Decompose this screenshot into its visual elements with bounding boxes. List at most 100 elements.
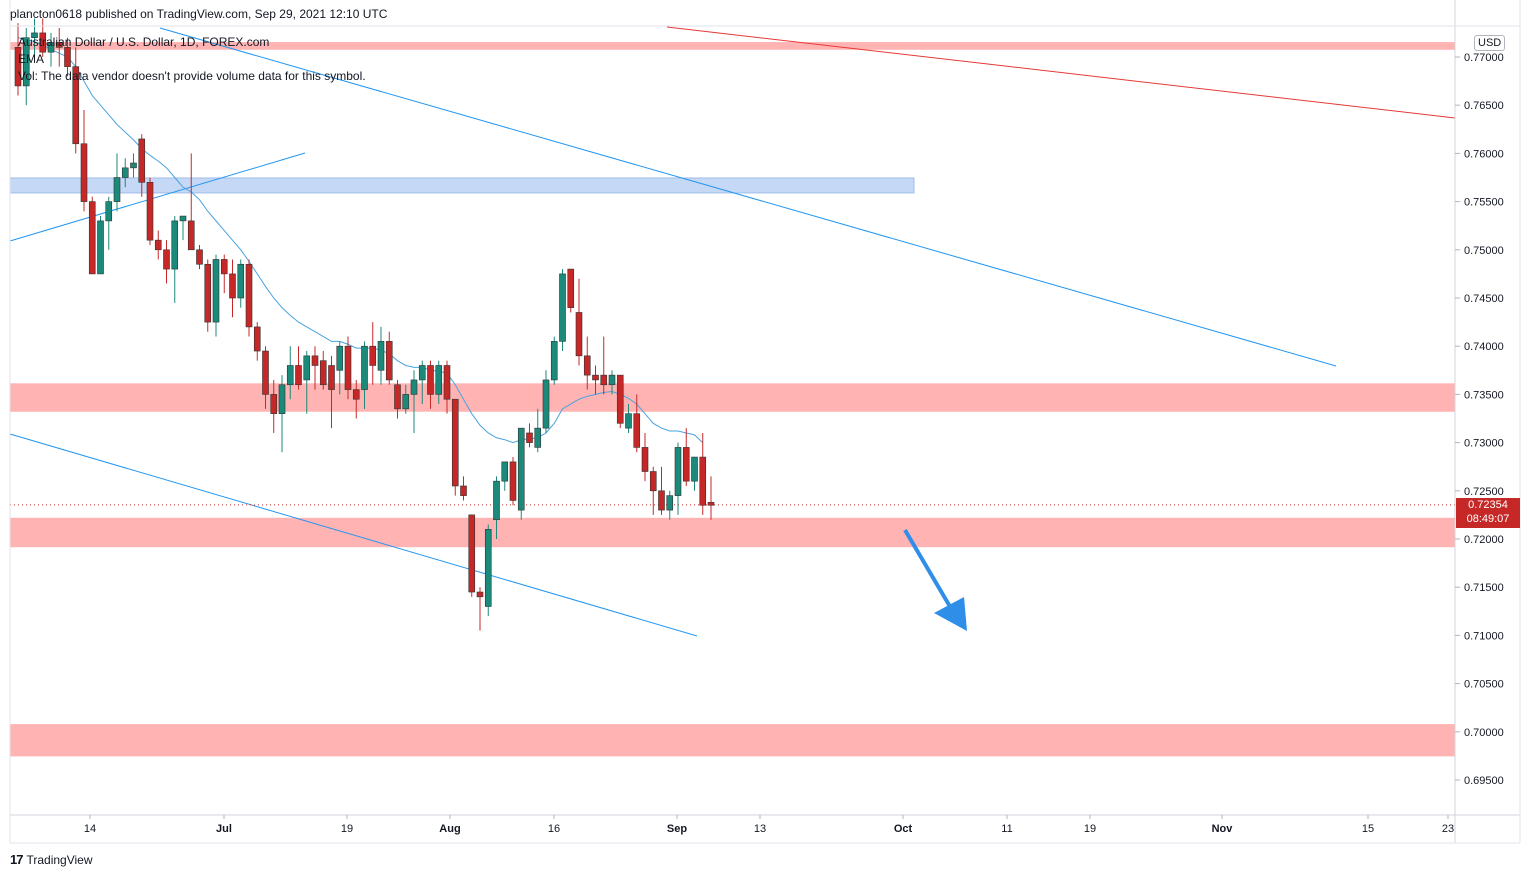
candle[interactable] [204,259,212,332]
red-zone-0[interactable] [10,42,1455,50]
candle[interactable] [163,240,170,284]
candle[interactable] [88,196,96,275]
candle[interactable] [699,432,707,515]
candle[interactable] [484,524,492,617]
candle[interactable] [361,341,368,409]
candle[interactable] [14,23,22,96]
candle[interactable] [39,18,47,57]
candle[interactable] [311,346,319,390]
candle[interactable] [154,230,162,260]
candle[interactable] [278,375,286,453]
candle[interactable] [410,370,418,433]
candle[interactable] [138,134,146,197]
candle[interactable] [253,322,261,361]
volume-legend[interactable]: Vol: The data vendor doesn't provide vol… [18,69,366,83]
ema-series-line[interactable] [17,37,704,444]
candle[interactable] [105,196,113,250]
candle[interactable] [113,153,121,212]
candle[interactable] [682,428,690,486]
candle[interactable] [583,336,591,390]
candle[interactable] [229,259,236,318]
candle[interactable] [187,153,195,251]
red-zone-2[interactable] [10,383,1455,412]
candle[interactable] [270,379,278,433]
lower-channel-trendline[interactable] [9,433,698,637]
candle[interactable] [303,351,311,414]
candle[interactable] [402,384,410,414]
candle[interactable] [707,476,715,520]
blue-zone-1[interactable] [9,177,915,194]
ema-legend[interactable]: EMA [18,52,45,66]
symbol-legend[interactable]: Australian Dollar / U.S. Dollar, 1D, FOR… [18,35,270,49]
candle[interactable] [295,346,302,390]
currency-badge[interactable]: USD [1474,35,1506,51]
candle[interactable] [352,379,360,419]
candle[interactable] [31,18,38,57]
candle[interactable] [460,476,467,501]
candle[interactable] [666,490,674,520]
candle[interactable] [336,341,344,395]
down-arrow-icon[interactable] [903,528,967,631]
candle[interactable] [97,216,104,275]
candle[interactable] [220,254,228,294]
candle[interactable] [691,456,698,491]
candle[interactable] [245,259,253,337]
candle[interactable] [633,394,641,453]
short-trendline[interactable] [9,152,306,242]
candle[interactable] [641,432,649,482]
candle[interactable] [55,28,63,67]
candle[interactable] [369,322,377,385]
candle[interactable] [418,360,426,405]
candle[interactable] [435,360,443,405]
candle[interactable] [72,47,80,154]
candle[interactable] [328,355,335,429]
candle[interactable] [196,244,203,270]
red-resistance-trendline[interactable] [666,26,1456,119]
candle[interactable] [526,423,533,448]
candle[interactable] [319,351,327,390]
candle[interactable] [674,442,682,515]
candle[interactable] [616,374,624,429]
candle[interactable] [592,365,599,395]
candle[interactable] [427,360,434,409]
candle[interactable] [542,370,550,433]
candle[interactable] [179,215,187,241]
candle[interactable] [567,268,575,313]
candle[interactable] [47,32,55,67]
candle[interactable] [80,110,88,212]
candle[interactable] [22,28,30,106]
candle[interactable] [534,408,542,453]
candle[interactable] [237,259,245,308]
candle[interactable] [171,216,179,303]
candle[interactable] [262,346,269,409]
candle[interactable] [600,336,608,395]
candle[interactable] [517,427,525,520]
candle[interactable] [146,177,154,245]
candle[interactable] [493,476,500,539]
candle[interactable] [385,331,393,385]
candle[interactable] [625,404,632,433]
candle[interactable] [286,346,294,400]
candle[interactable] [212,254,220,337]
candle[interactable] [451,398,459,496]
candle[interactable] [394,379,401,419]
red-zone-4[interactable] [10,724,1455,757]
candle[interactable] [658,466,665,515]
candle[interactable] [559,269,566,352]
candle[interactable] [130,153,137,178]
candle[interactable] [550,336,558,385]
upper-channel-trendline[interactable] [159,27,1337,367]
candle[interactable] [468,514,476,597]
candle[interactable] [443,360,451,414]
tradingview-footer[interactable]: 17 TradingView [10,852,93,867]
candle[interactable] [575,278,583,366]
candle[interactable] [649,466,657,515]
candle[interactable] [608,370,616,395]
candle[interactable] [344,336,352,400]
candle[interactable] [509,457,517,506]
candle[interactable] [476,587,484,631]
candle[interactable] [121,158,129,188]
candle[interactable] [64,37,71,77]
candle[interactable] [501,461,509,491]
